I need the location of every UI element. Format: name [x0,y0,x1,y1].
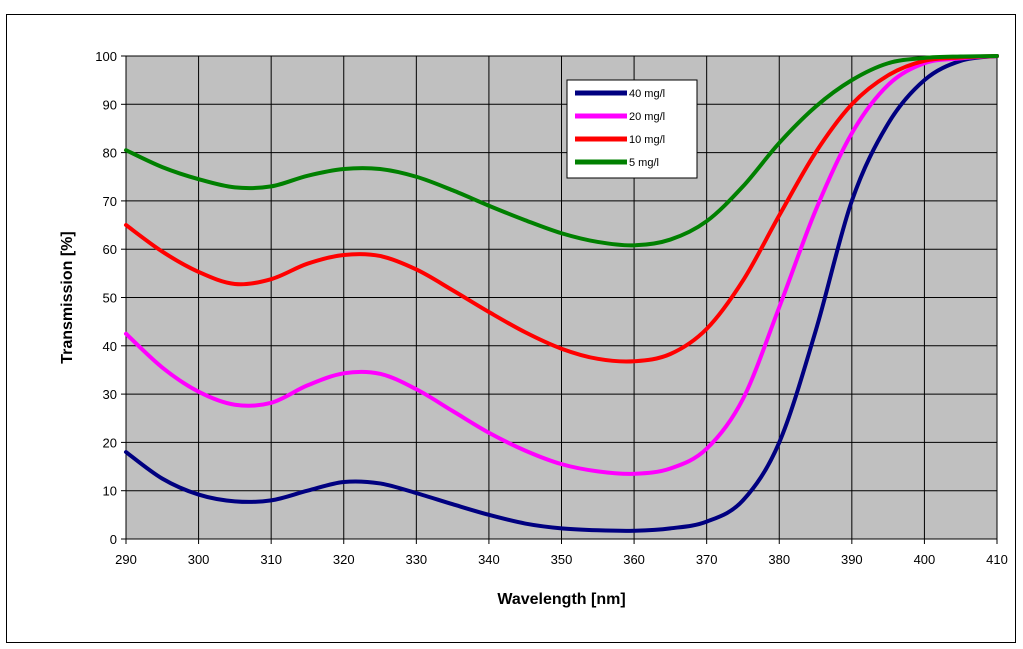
y-axis-title: Transmission [%] [59,231,76,363]
series-line [124,54,999,476]
x-axis-ticks: 290 300 310 320 330 340 350 360 370 380 390 400 410 [115,539,1008,567]
x-tick-label: 370 [696,552,718,567]
y-tick-label: 30 [103,387,117,402]
series-line [124,54,999,533]
y-tick-label: 0 [110,532,117,547]
x-tick-label: 320 [333,552,355,567]
x-tick-label: 400 [914,552,936,567]
series-line [124,54,999,364]
legend-label: 40 mg/l [629,88,665,100]
series-line [124,54,999,248]
y-tick-label: 10 [103,484,117,499]
series-lines [124,54,999,533]
x-tick-label: 330 [405,552,427,567]
y-tick-label: 20 [103,435,117,450]
legend-label: 20 mg/l [629,111,665,123]
legend-label: 10 mg/l [629,134,665,146]
x-tick-label: 410 [986,552,1008,567]
x-tick-label: 380 [768,552,790,567]
x-tick-label: 390 [841,552,863,567]
y-tick-label: 40 [103,339,117,354]
legend: 40 mg/l 20 mg/l 10 mg/l 5 mg/l [566,79,698,179]
x-tick-label: 350 [551,552,573,567]
x-tick-label: 300 [188,552,210,567]
y-tick-label: 70 [103,194,117,209]
x-tick-label: 340 [478,552,500,567]
x-tick-label: 360 [623,552,645,567]
x-tick-label: 310 [260,552,282,567]
y-axis-ticks: 0 10 20 30 40 50 60 70 80 90 100 [95,49,126,547]
x-tick-label: 290 [115,552,137,567]
y-tick-label: 60 [103,242,117,257]
x-axis-title: Wavelength [nm] [497,591,625,608]
y-tick-label: 50 [103,291,117,306]
legend-label: 5 mg/l [629,157,659,169]
y-tick-label: 80 [103,146,117,161]
y-tick-label: 90 [103,97,117,112]
y-tick-label: 100 [95,49,117,64]
